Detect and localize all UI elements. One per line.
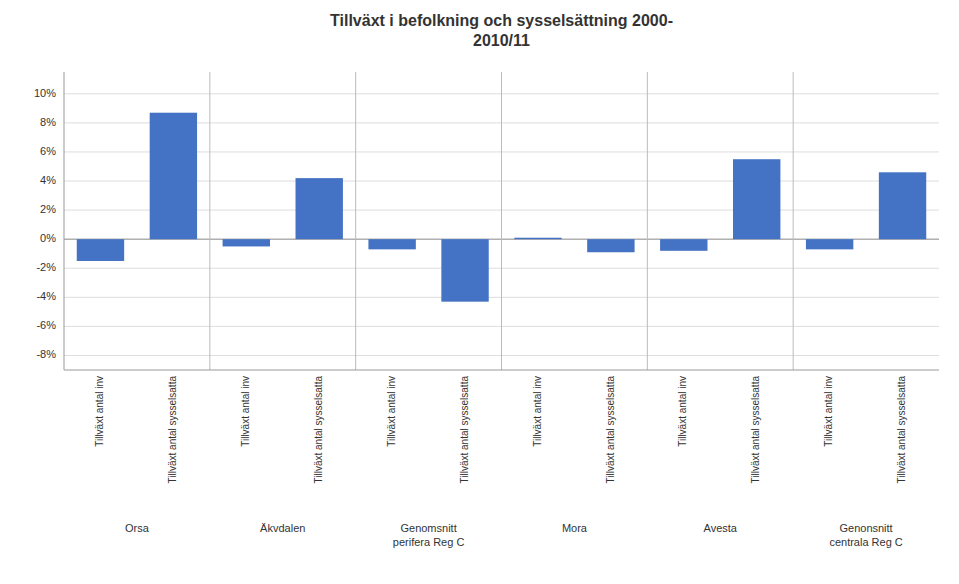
x-axis-line bbox=[64, 370, 939, 371]
bars bbox=[77, 113, 926, 302]
group-label-line: Äkvdalen bbox=[260, 522, 305, 534]
x-tick-label: Tillväxt antal sysselsatta bbox=[605, 376, 616, 484]
title-line: 2010/11 bbox=[473, 32, 530, 49]
group-label: Orsa bbox=[125, 522, 150, 534]
y-tick-label: 0% bbox=[40, 232, 56, 244]
x-tick-label: Tillväxt antal inv bbox=[240, 376, 251, 447]
y-tick-label: -8% bbox=[36, 348, 56, 360]
group-label: Äkvdalen bbox=[260, 522, 305, 534]
x-tick-label: Tillväxt antal inv bbox=[532, 376, 543, 447]
chart-container: Tillväxt i befolkning och sysselsättning… bbox=[0, 0, 959, 584]
bar bbox=[77, 239, 124, 261]
group-label: Genomsnitt perifera Reg C bbox=[393, 522, 465, 548]
group-label-line: Mora bbox=[562, 522, 588, 534]
y-tick-label: -6% bbox=[36, 319, 56, 331]
group-label-line: Genomsnitt bbox=[400, 522, 456, 534]
y-tick-label: 2% bbox=[40, 203, 56, 215]
group-label-line: centrala Reg C bbox=[829, 536, 902, 548]
group-label: Mora bbox=[562, 522, 588, 534]
group-separator bbox=[793, 72, 794, 370]
group-separator bbox=[501, 72, 502, 370]
group-label: Genonsnitt centrala Reg C bbox=[829, 522, 902, 548]
x-tick-label: Tillväxt antal inv bbox=[386, 376, 397, 447]
group-label-line: perifera Reg C bbox=[393, 536, 465, 548]
y-tick-label: -4% bbox=[36, 290, 56, 302]
x-tick-label: Tillväxt antal sysselsatta bbox=[750, 376, 761, 484]
bar bbox=[587, 239, 634, 252]
y-axis-line bbox=[64, 72, 65, 370]
bar bbox=[660, 239, 707, 251]
group-separator bbox=[209, 72, 210, 370]
title: Tillväxt i befolkning och sysselsättning… bbox=[330, 12, 673, 49]
y-tick-label: 6% bbox=[40, 145, 56, 157]
group-label-line: Genonsnitt bbox=[839, 522, 892, 534]
group-label-line: Orsa bbox=[125, 522, 150, 534]
y-tick-label: 10% bbox=[34, 87, 56, 99]
bar bbox=[879, 172, 926, 239]
group-separator bbox=[647, 72, 648, 370]
y-tick-label: 4% bbox=[40, 174, 56, 186]
title-line: Tillväxt i befolkning och sysselsättning… bbox=[330, 12, 673, 29]
x-tick-label: Tillväxt antal inv bbox=[94, 376, 105, 447]
bar bbox=[514, 238, 561, 239]
bar bbox=[806, 239, 853, 249]
bar bbox=[296, 178, 343, 239]
x-tick-label: Tillväxt antal sysselsatta bbox=[313, 376, 324, 484]
bar bbox=[441, 239, 488, 302]
x-tick-label: Tillväxt antal inv bbox=[677, 376, 688, 447]
group-label: Avesta bbox=[704, 522, 738, 534]
bar bbox=[368, 239, 415, 249]
y-tick-label: -2% bbox=[36, 261, 56, 273]
bar bbox=[150, 113, 197, 239]
y-tick-label: 8% bbox=[40, 116, 56, 128]
group-label-line: Avesta bbox=[704, 522, 738, 534]
x-tick-label: Tillväxt antal sysselsatta bbox=[896, 376, 907, 484]
bar bbox=[733, 159, 780, 239]
bar bbox=[223, 239, 270, 246]
chart-svg: Tillväxt i befolkning och sysselsättning… bbox=[0, 0, 959, 584]
x-tick-label: Tillväxt antal sysselsatta bbox=[167, 376, 178, 484]
x-tick-label: Tillväxt antal sysselsatta bbox=[459, 376, 470, 484]
x-tick-label: Tillväxt antal inv bbox=[823, 376, 834, 447]
group-separator bbox=[355, 72, 356, 370]
